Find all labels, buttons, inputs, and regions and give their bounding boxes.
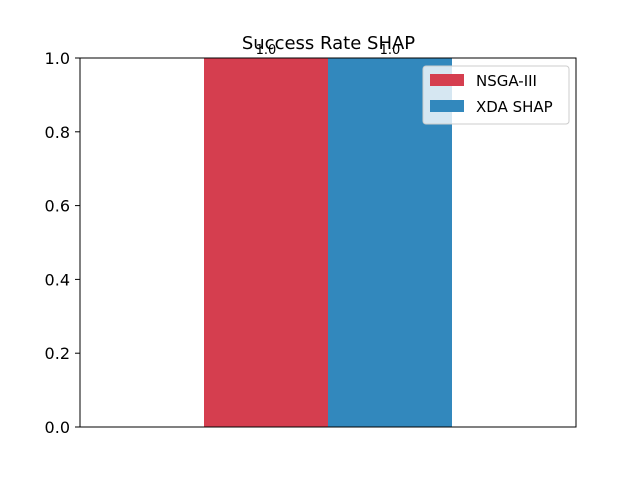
legend: NSGA-III XDA SHAP (422, 65, 570, 125)
y-tick-label: 0.4 (45, 270, 70, 289)
y-tick-label: 0.0 (45, 418, 70, 437)
y-tick-label: 0.2 (45, 344, 70, 363)
plot-frame (79, 57, 577, 428)
legend-swatch-xda-shap (430, 100, 464, 112)
chart-title: Success Rate SHAP (242, 33, 415, 54)
legend-label-nsga-iii: NSGA-III (476, 72, 537, 90)
y-axis: 0.0 0.2 0.4 0.6 0.8 1.0 (45, 49, 80, 437)
bar-labels-group: 1.0 1.0 (256, 43, 401, 58)
y-tick-label: 1.0 (45, 49, 70, 68)
legend-swatch-nsga-iii (430, 74, 464, 86)
y-tick-label: 0.6 (45, 197, 70, 216)
y-tick-label: 0.8 (45, 123, 70, 142)
bar-value-label-xda-shap: 1.0 (380, 43, 401, 58)
bars-group (204, 58, 452, 427)
bar-nsga-iii (204, 58, 328, 427)
legend-label-xda-shap: XDA SHAP (476, 98, 553, 116)
bar-value-label-nsga-iii: 1.0 (256, 43, 277, 58)
